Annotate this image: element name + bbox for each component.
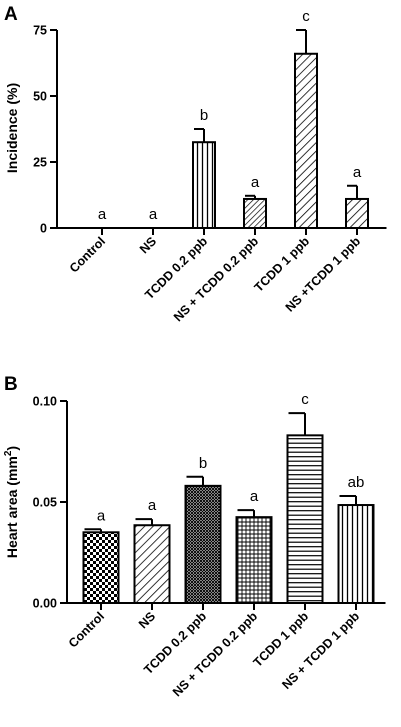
significance-letter: c [302, 8, 310, 25]
bar [235, 516, 273, 605]
panel-b-y-axis: 0.00 0.05 0.10 [33, 395, 68, 611]
significance-letter: a [98, 206, 107, 223]
x-tick-label: Control [66, 609, 107, 650]
x-tick-label: NS [136, 609, 158, 631]
bar [337, 504, 375, 604]
panel-b-ylabel-close: ) [4, 446, 20, 451]
y-tick-label: 0 [40, 222, 47, 236]
panel-b-ylabel-superscript: 2 [3, 450, 14, 456]
bar [345, 197, 369, 230]
y-tick-label: 0.00 [33, 597, 57, 611]
significance-letter: b [199, 455, 207, 472]
significance-letter: a [148, 497, 157, 514]
panel-a: A Incidence (%) 0 25 50 75 a a b a c a Control NS… [4, 4, 387, 324]
significance-letter: a [97, 507, 106, 524]
panel-a-y-axis: 0 25 50 75 [33, 24, 58, 236]
y-tick-label: 0.05 [33, 496, 57, 510]
panel-b-ylabel: Heart area (mm2) [3, 446, 20, 558]
significance-letter: a [251, 174, 260, 191]
y-tick-label: 0.10 [33, 395, 57, 409]
bar [294, 52, 318, 230]
y-tick-label: 25 [33, 156, 47, 170]
y-tick-label: 75 [33, 24, 47, 38]
y-tick-label: 50 [33, 90, 47, 104]
significance-letter: c [301, 391, 309, 408]
panel-a-letter: A [4, 4, 18, 25]
x-tick-label: NS [137, 234, 159, 256]
significance-letter: a [250, 488, 259, 505]
bar [192, 141, 216, 229]
panel-b-ylabel-main: Heart area (mm [4, 456, 20, 558]
significance-letter: a [149, 206, 158, 223]
bar [286, 434, 324, 604]
x-tick-label: NS + TCDD 0.2 ppb [170, 609, 260, 699]
bar [243, 197, 267, 230]
significance-letter: b [200, 107, 208, 124]
panel-a-bars: a a b a c a [98, 8, 369, 230]
x-tick-label: Control [67, 234, 108, 275]
bar [184, 484, 222, 604]
significance-letter: a [353, 164, 362, 181]
bar [133, 524, 171, 604]
significance-letter: ab [348, 474, 365, 491]
panel-a-ylabel: Incidence (%) [4, 83, 20, 173]
panel-b: B Heart area (mm2) 0.000.050.10 aabacab … [3, 374, 386, 699]
x-tick-label: NS + TCDD 0.2 ppb [171, 234, 261, 324]
bar [82, 531, 120, 604]
panel-b-letter: B [4, 374, 18, 395]
